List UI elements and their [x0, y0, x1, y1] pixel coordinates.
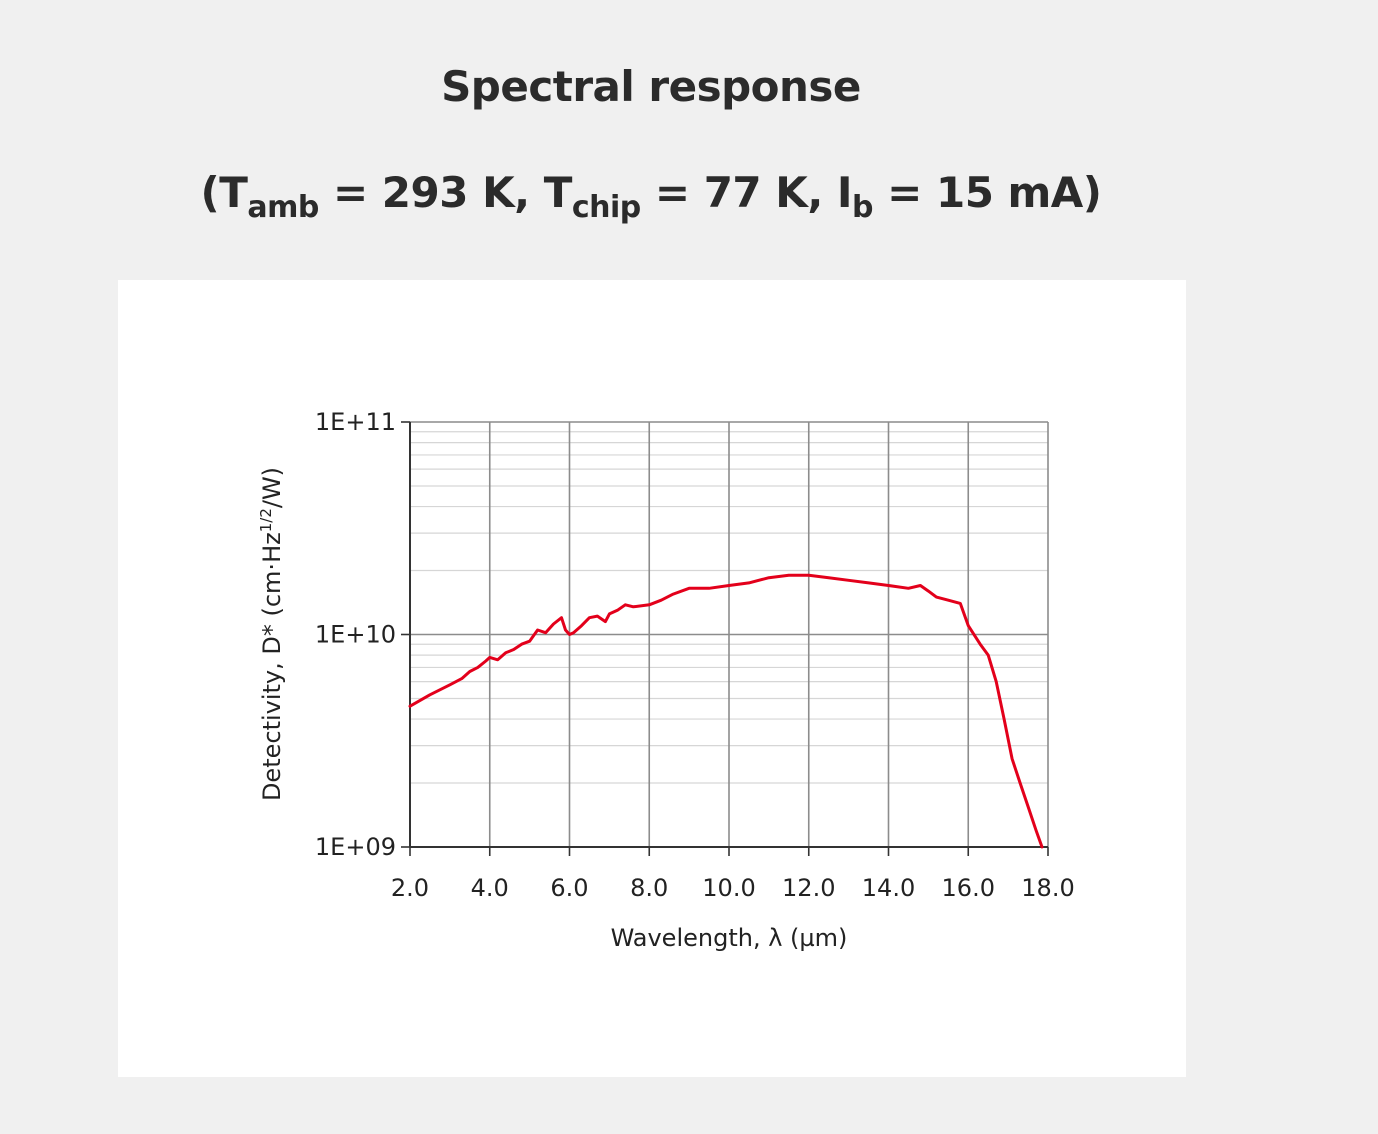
- y-tick-label: 1E+09: [315, 833, 396, 861]
- y-tick-label: 1E+11: [315, 408, 396, 436]
- x-tick-label: 8.0: [630, 874, 668, 902]
- x-tick-label: 4.0: [471, 874, 509, 902]
- x-tick-labels: 2.0 4.0 6.0 8.0 10.0 12.0 14.0 16.0 18.0: [391, 874, 1075, 902]
- x-tick-label: 6.0: [550, 874, 588, 902]
- x-tick-label: 12.0: [782, 874, 835, 902]
- detectivity-series-line: [408, 573, 1044, 849]
- x-tick-label: 10.0: [702, 874, 755, 902]
- x-tick-label: 2.0: [391, 874, 429, 902]
- chart-panel: 2.0 4.0 6.0 8.0 10.0 12.0 14.0 16.0 18.0 1E+09 1E…: [118, 280, 1186, 1077]
- page-title: Spectral response: [441, 62, 861, 111]
- x-tick-label: 14.0: [862, 874, 915, 902]
- y-tick-label: 1E+10: [315, 621, 396, 649]
- y-axis-label: Detectivity, D* (cm·Hz1/2/W): [257, 467, 286, 801]
- y-tick-labels: 1E+09 1E+10 1E+11: [315, 408, 396, 861]
- x-tick-label: 18.0: [1021, 874, 1074, 902]
- test-conditions: (Tamb = 293 K, Tchip = 77 K, Ib = 15 mA): [200, 168, 1103, 225]
- x-tick-label: 16.0: [942, 874, 995, 902]
- axes: [401, 421, 1049, 856]
- spectral-response-chart: 2.0 4.0 6.0 8.0 10.0 12.0 14.0 16.0 18.0 1E+091E…: [257, 408, 1075, 952]
- x-axis-label: Wavelength, λ (µm): [611, 924, 848, 952]
- series-layer: [408, 573, 1044, 849]
